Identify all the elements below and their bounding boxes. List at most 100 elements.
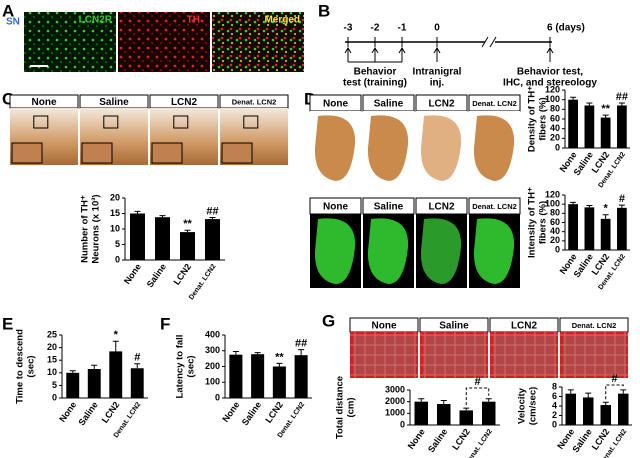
image — [212, 12, 304, 72]
image-label: Denat. LCN2 — [472, 99, 517, 108]
y-tick-label: 2 — [552, 410, 557, 420]
bar — [87, 369, 101, 398]
y-tick-label: 0 — [215, 392, 220, 402]
image — [490, 332, 558, 378]
image — [118, 12, 210, 72]
image-label: LCN2 — [171, 97, 198, 108]
timeline-label: 6 (days) — [547, 23, 585, 34]
region-label: SN — [6, 17, 20, 28]
y-tick-label: 100 — [545, 199, 560, 209]
channel-label: Merged — [264, 15, 300, 26]
y-tick-label: 2000 — [385, 396, 405, 406]
significance: # — [134, 352, 140, 364]
image-label: Saline — [374, 99, 404, 110]
image-label: None — [323, 202, 348, 213]
image-label: Denat. LCN2 — [472, 202, 517, 211]
significance: ** — [275, 351, 284, 363]
bar — [600, 405, 611, 425]
bar — [568, 204, 578, 250]
inset — [33, 115, 49, 129]
error-bar — [570, 201, 577, 205]
significance: ** — [183, 218, 192, 230]
significance: # — [619, 193, 625, 205]
error-bar — [134, 210, 141, 214]
y-axis-label: Latency to fall — [175, 335, 186, 399]
bar — [618, 393, 629, 425]
y-tick-label: 100 — [545, 94, 560, 104]
inset — [151, 142, 183, 164]
section — [314, 115, 356, 181]
image — [560, 332, 628, 378]
error-bar — [586, 205, 593, 208]
image — [420, 332, 488, 378]
y-tick-label: 15 — [47, 355, 57, 365]
arrow — [433, 47, 441, 62]
arrow — [398, 47, 406, 62]
error-bar — [112, 340, 119, 352]
event-label: inj. — [430, 78, 445, 89]
y-axis-label: Velocity — [517, 387, 528, 424]
bar — [437, 404, 451, 425]
section — [314, 218, 356, 284]
bar — [568, 99, 578, 148]
x-tick-label: Saline — [426, 427, 449, 454]
y-tick-label: 6 — [552, 391, 557, 401]
error-bar — [585, 392, 592, 398]
y-axis-label: (cm) — [346, 397, 357, 417]
bar — [482, 401, 496, 425]
error-bar — [91, 364, 98, 370]
x-tick-label: Denat. LCN2 — [188, 263, 218, 301]
event-label: Intranigral — [413, 67, 462, 78]
x-tick-label: LCN2 — [263, 400, 285, 425]
bar — [565, 393, 576, 425]
y-tick-label: 15 — [110, 208, 120, 218]
error-bar — [570, 96, 577, 100]
y-tick-label: 4 — [552, 400, 557, 410]
y-tick-label: 5 — [115, 239, 120, 249]
error-bar — [586, 102, 593, 106]
y-axis-label: fibers (%) — [538, 201, 549, 244]
x-tick-label: LCN2 — [171, 262, 193, 287]
y-tick-label: 40 — [550, 123, 560, 133]
y-axis-label: fibers (%) — [538, 97, 549, 140]
y-axis-label: (sec) — [26, 355, 37, 377]
section — [420, 115, 462, 181]
significance: ## — [295, 338, 307, 350]
y-tick-label: 120 — [545, 84, 560, 94]
panel-letter: A — [2, 1, 14, 20]
y-tick-label: 10 — [110, 223, 120, 233]
y-tick-label: 20 — [550, 133, 560, 143]
y-tick-label: 3000 — [385, 384, 405, 394]
y-tick-label: 60 — [550, 113, 560, 123]
bar — [617, 207, 627, 250]
y-tick-label: 1000 — [385, 408, 405, 418]
significance: ## — [616, 91, 628, 103]
error-bar — [618, 102, 625, 106]
y-tick-label: 100 — [205, 377, 220, 387]
overlay — [353, 335, 415, 375]
error-bar — [254, 352, 261, 355]
inset — [243, 115, 259, 129]
bar — [414, 401, 428, 425]
channel-label: LCN2R — [79, 15, 113, 26]
x-tick-label: None — [406, 427, 427, 451]
inset — [11, 142, 43, 164]
timeline-label: -2 — [371, 23, 380, 34]
x-tick-label: LCN2 — [450, 427, 472, 452]
y-tick-label: 0 — [52, 392, 57, 402]
panel-letter: B — [318, 1, 330, 20]
y-tick-label: 20 — [550, 235, 560, 245]
y-axis-label: (sec) — [186, 355, 197, 377]
error-bar — [602, 114, 609, 118]
significance: # — [474, 376, 480, 388]
image-label: Saline — [439, 321, 469, 332]
y-tick-label: 5 — [52, 380, 57, 390]
y-axis-label: Number of TH⁺ — [80, 195, 91, 263]
y-tick-label: 0 — [115, 254, 120, 264]
timeline-label: 0 — [434, 23, 440, 34]
bar — [272, 366, 286, 398]
y-tick-label: 0 — [555, 142, 560, 152]
timeline-label: -3 — [344, 23, 353, 34]
y-axis-label: Total distance — [335, 376, 346, 439]
